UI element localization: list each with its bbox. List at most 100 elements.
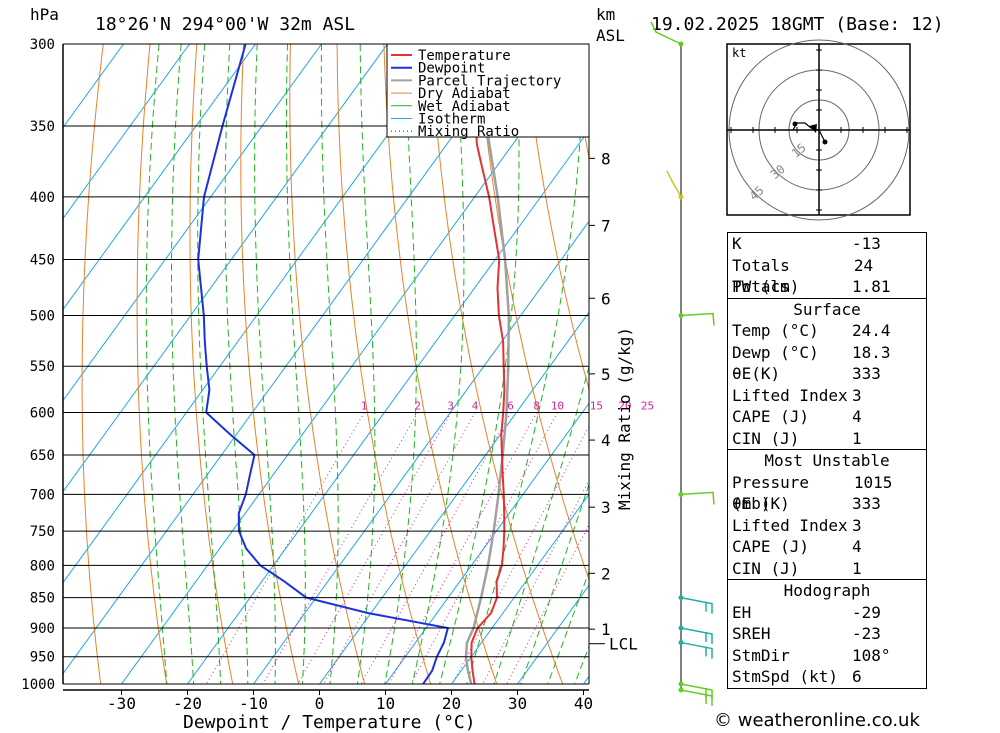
copyright-link[interactable]: © weatheronline.co.uk	[714, 710, 920, 731]
mixing-ratio-line	[451, 425, 589, 684]
mixing-ratio-label: 8	[533, 399, 540, 412]
mixing-ratio-label: 4	[472, 399, 479, 412]
x-tick-label: 30	[508, 694, 527, 713]
isotherm-line	[63, 44, 256, 311]
x-tick-label: -30	[107, 694, 136, 713]
dry-adiabat-line	[81, 44, 104, 684]
legend-label: Parcel Trajectory	[418, 73, 561, 89]
isotherm-line	[319, 311, 589, 684]
stmdir-value: 108°	[852, 645, 891, 665]
stmdir-row: StmDir 108°	[728, 645, 926, 667]
isotherm-line	[253, 220, 589, 684]
legend-box	[386, 43, 590, 138]
pressure-tick-label: 350	[30, 119, 55, 135]
height-tick-label: 5	[601, 365, 611, 384]
legend-label: Mixing Ratio	[418, 124, 519, 140]
mixing-ratio-line	[323, 412, 476, 684]
eh-label: EH	[732, 602, 752, 622]
hodograph-stats-section: Hodograph EH -29 SREH -23 StmDir 108° StmSp…	[727, 579, 927, 689]
wet-adiabat-line	[384, 44, 417, 684]
dry-adiabat-line	[240, 44, 300, 684]
dry-adiabat-line	[189, 44, 234, 684]
mu-cin-value: 1	[852, 558, 862, 578]
wet-adiabat-line	[493, 364, 589, 684]
legend-label: Isotherm	[418, 112, 485, 128]
surface-temp-label: Temp (°C)	[732, 321, 819, 340]
wind-barb	[680, 312, 715, 326]
x-tick-label: -20	[173, 694, 202, 713]
mixing-ratio-label: 20	[618, 399, 631, 412]
wet-adiabat-line	[520, 482, 589, 684]
isotherm-line	[63, 44, 388, 493]
lcl-label: LCL	[609, 635, 638, 654]
mixing-ratio-label: 1	[361, 399, 368, 412]
surface-li-label: Lifted Index	[732, 385, 848, 405]
x-tick-label: 10	[376, 694, 395, 713]
wind-barb	[680, 627, 713, 644]
height-unit-label: km	[596, 5, 615, 24]
pw-row: PW (cm) 1.81	[728, 276, 926, 298]
parcel-trajectory-line	[464, 78, 511, 684]
wind-barb	[650, 21, 682, 45]
surface-dewp-label: Dewp (°C)	[732, 342, 819, 362]
pressure-tick-label: 550	[30, 359, 55, 375]
station-location: 18°26'N 294°00'W 32m ASL	[95, 14, 355, 35]
pressure-tick-label: 950	[30, 650, 55, 666]
dry-adiabat-line	[383, 44, 498, 684]
pressure-unit-label: hPa	[30, 5, 59, 24]
dry-adiabat-line	[476, 44, 589, 581]
temperature-line	[470, 44, 506, 684]
mixing-ratio-label: 15	[590, 399, 603, 412]
sreh-value: -23	[852, 624, 881, 643]
sreh-row: SREH -23	[728, 623, 926, 645]
isotherm-line	[385, 402, 589, 684]
pressure-tick-label: 300	[30, 37, 55, 53]
surface-li-row: Lifted Index 3	[728, 385, 926, 407]
isotherm-line	[63, 44, 124, 129]
pressure-tick-label: 800	[30, 558, 55, 574]
height-tick-label: 3	[601, 498, 611, 517]
mixing-ratio-axis-label: Mixing Ratio (g/kg)	[615, 327, 634, 510]
stats-panel: K -13 Totals Totals 24 PW (cm) 1.81 Surface…	[727, 232, 927, 689]
pressure-tick-label: 600	[30, 405, 55, 421]
k-index-value: -13	[852, 234, 881, 253]
hodograph-point	[792, 121, 798, 127]
pw-value: 1.81	[852, 277, 891, 296]
surface-li-value: 3	[852, 385, 862, 405]
k-index-row: K -13	[728, 233, 926, 255]
mu-cape-row: CAPE (J) 4	[728, 536, 926, 558]
x-axis-label: Dewpoint / Temperature (°C)	[183, 712, 476, 733]
wet-adiabat-line	[171, 44, 195, 684]
wind-barb-column	[650, 21, 715, 706]
mu-theta-row: θE (K) 333	[728, 493, 926, 515]
background-lines	[63, 7, 1000, 710]
surface-temp-value: 24.4	[852, 321, 891, 340]
wind-barb	[680, 683, 713, 700]
stmspd-row: StmSpd (kt) 6	[728, 666, 926, 688]
wind-barb	[680, 689, 713, 706]
x-tick-label: 0	[315, 694, 325, 713]
surface-title: Surface	[793, 299, 861, 319]
dry-adiabat-line	[933, 7, 1000, 710]
height-tick-label: 1	[601, 620, 611, 639]
dry-adiabat-line	[136, 44, 168, 684]
wet-adiabat-line	[466, 44, 585, 684]
legend-label: Wet Adiabat	[418, 99, 511, 115]
k-index-label: K	[732, 234, 742, 253]
dry-adiabat-line	[336, 44, 432, 684]
mu-li-label: Lifted Index	[732, 515, 848, 535]
surface-cape-row: CAPE (J) 4	[728, 406, 926, 428]
surface-cin-label: CIN (J)	[732, 428, 800, 448]
isotherm-line	[121, 44, 586, 684]
mixing-ratio-line	[360, 412, 512, 684]
hodograph-unit-label: kt	[732, 46, 746, 60]
totals-totals-value: 24	[853, 255, 874, 275]
height-tick-label: 2	[601, 564, 611, 583]
mu-cin-row: CIN (J) 1	[728, 558, 926, 580]
isotherm-line	[63, 44, 322, 402]
wet-adiabat-line	[197, 44, 222, 684]
eh-value: -29	[852, 602, 881, 622]
pressure-tick-label: 650	[30, 448, 55, 464]
height-tick-label: 8	[601, 149, 611, 168]
